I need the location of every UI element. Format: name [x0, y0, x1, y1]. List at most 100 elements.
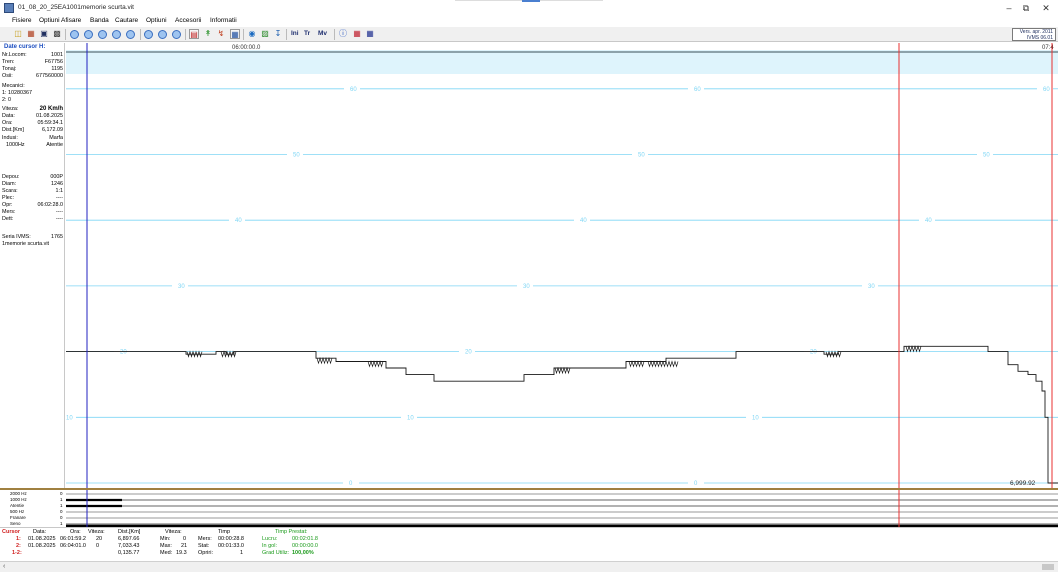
signal-value-seno: 1: [60, 521, 63, 526]
nav-first-icon[interactable]: [70, 30, 79, 39]
indusi-1000hz: 1000Hz Atentie: [6, 142, 63, 148]
file-name: 1memorie scurta.vit: [2, 241, 50, 247]
menu-banda[interactable]: Banda: [90, 17, 109, 24]
open-folder-icon[interactable]: ◫: [14, 29, 22, 38]
scrollbar-thumb[interactable]: [1042, 564, 1054, 570]
mv-button[interactable]: Mv: [318, 30, 328, 37]
tr-button[interactable]: Tr: [304, 30, 311, 37]
time-value: Ora: 05:59:34.1: [2, 120, 63, 126]
cursor-1-id: 1:: [16, 536, 21, 542]
stats-min-value: 0: [183, 536, 187, 542]
mecanic-1: 1: 10280367: [2, 90, 32, 96]
stats-stat-label: Stat:: [198, 543, 210, 549]
speed-oscillation: [367, 360, 384, 368]
signal-value-1000hz: 1: [60, 497, 63, 502]
speed-chart[interactable]: 06:00:00.0 07:4 60 60 60 50 50 50 40 40 40 30 30 30 20…: [66, 43, 1058, 488]
grid-label: 30: [868, 284, 875, 290]
menu-bar: Fisiere Optiuni Afisare Banda Cautare Op…: [0, 16, 1058, 27]
nav-next-fast-icon[interactable]: [126, 30, 135, 39]
zoom-out-icon[interactable]: [158, 30, 167, 39]
table-icon[interactable]: ▦: [230, 29, 240, 39]
globe-icon[interactable]: ◉: [248, 29, 256, 38]
close-button[interactable]: ✕: [1042, 3, 1050, 13]
ini-button[interactable]: Ini: [291, 30, 299, 37]
grid-label: 40: [235, 218, 242, 224]
chart-icon[interactable]: ▤: [189, 29, 199, 39]
flag-uk-icon[interactable]: ▦: [366, 29, 374, 38]
toolbar: ◫ ▦ ▣ ▩ ▤ ↟ ↯ ▦ ◉ ▨ ↧ Ini Tr Mv ⓘ ▦ ▦ Ve…: [0, 27, 1058, 42]
save-icon[interactable]: ▣: [40, 29, 48, 38]
speed-oscillation: [554, 366, 571, 375]
menu-cautare[interactable]: Cautare: [115, 17, 139, 24]
nav-next-icon[interactable]: [112, 30, 121, 39]
speed-oscillation: [905, 345, 922, 353]
zoom-in-icon[interactable]: [144, 30, 153, 39]
title-tab-accent: [522, 0, 540, 2]
speed-graph-icon[interactable]: ↟: [204, 29, 212, 38]
stats-opriri-value: 1: [240, 550, 244, 556]
cursor-1-date: 01.08.2025: [28, 536, 56, 542]
cursor-1-time: 06:01:59.2: [60, 536, 86, 542]
nav-prev-fast-icon[interactable]: [84, 30, 93, 39]
scroll-left-icon[interactable]: ‹: [3, 563, 6, 570]
minimize-button[interactable]: –: [1006, 3, 1012, 13]
signal-label-1000hz: 1000 Hz: [10, 497, 27, 502]
top-time-label-right: 07:4: [1042, 45, 1054, 51]
grid-label: 60: [1043, 87, 1050, 93]
help-icon[interactable]: ⓘ: [339, 29, 347, 38]
grid-label: 60: [694, 87, 701, 93]
cursor-2-speed: 0: [96, 543, 100, 549]
speed-oscillation: [825, 350, 842, 358]
toolbar-separator: [334, 29, 335, 40]
cursor-1-speed: 20: [96, 536, 103, 542]
open-file-icon[interactable]: ▦: [27, 29, 35, 38]
cursor-2-dist: 7,033.43: [118, 543, 140, 549]
cursor-diff-dist: 0,135.77: [118, 550, 140, 556]
toolbar-separator: [185, 29, 186, 40]
menu-informatii[interactable]: Informatii: [210, 17, 237, 24]
date-value: Data: 01.08.2025: [2, 113, 63, 119]
distance-readout: 6,999.92: [1010, 480, 1036, 487]
grid-label: 40: [925, 218, 932, 224]
signal-value-atentie: 1: [60, 503, 63, 508]
grad-utiliz-label: Grad Utiliz:: [262, 550, 290, 556]
menu-fisiere[interactable]: Fisiere: [12, 17, 32, 24]
cursor-diff-id: 1-2:: [12, 550, 22, 556]
speed-oscillation: [220, 350, 237, 358]
stats-min-label: Min:: [160, 536, 171, 542]
stats-time-label: Timp: [218, 529, 231, 535]
zoom-reset-icon[interactable]: [172, 30, 181, 39]
horizontal-scrollbar[interactable]: ‹: [0, 561, 1058, 572]
stats-stat-value: 00:01:33.0: [218, 543, 244, 549]
diameter: Diam: 1246: [2, 181, 63, 187]
grid-label: 50: [638, 153, 645, 159]
grid-label: 0: [694, 481, 698, 487]
nav-prev-icon[interactable]: [98, 30, 107, 39]
export-icon[interactable]: ▨: [261, 29, 269, 38]
signal-label-franare: Franare: [10, 515, 26, 520]
menu-accesorii[interactable]: Accesorii: [175, 17, 202, 24]
mecanic-2: 2: 0: [2, 97, 11, 103]
print-icon[interactable]: ▩: [53, 29, 61, 38]
signal-value-2000hz: 0: [60, 491, 63, 496]
speed-oscillation: [316, 356, 333, 365]
dist-header: Dist.[Km]: [118, 529, 141, 535]
grad-utiliz-value: 100,00%: [292, 550, 314, 556]
speed-oscillation: [628, 360, 645, 368]
signal-graph-icon[interactable]: ↯: [217, 29, 225, 38]
grid-label: 50: [983, 153, 990, 159]
menu-optiuni-afisare[interactable]: Optiuni Afisare: [39, 17, 82, 24]
speed-oscillation: [186, 350, 203, 358]
speed-chart-canvas[interactable]: 06:00:00.0 07:4 60 60 60 50 50 50 40 40 40 30 30 30 20…: [66, 43, 1058, 488]
toolbar-separator: [243, 29, 244, 40]
menu-optiuni[interactable]: Optiuni: [146, 17, 167, 24]
in-gol-value: 00:00:00.0: [292, 543, 318, 549]
viteza-header: Viteza:: [88, 529, 105, 535]
maximize-button[interactable]: ⧉: [1022, 3, 1030, 13]
indusi-value: Indusi: Marfa: [2, 135, 63, 141]
flag-ro-icon[interactable]: ▦: [353, 29, 361, 38]
download-icon[interactable]: ↧: [274, 29, 282, 38]
lucru-value: 00:02:01.8: [292, 536, 318, 542]
grid-label: 10: [407, 415, 414, 421]
signal-panel: 2000 Hz 0 1000 Hz 1 Atentie 1 500 Hz 0 F…: [0, 488, 1058, 528]
